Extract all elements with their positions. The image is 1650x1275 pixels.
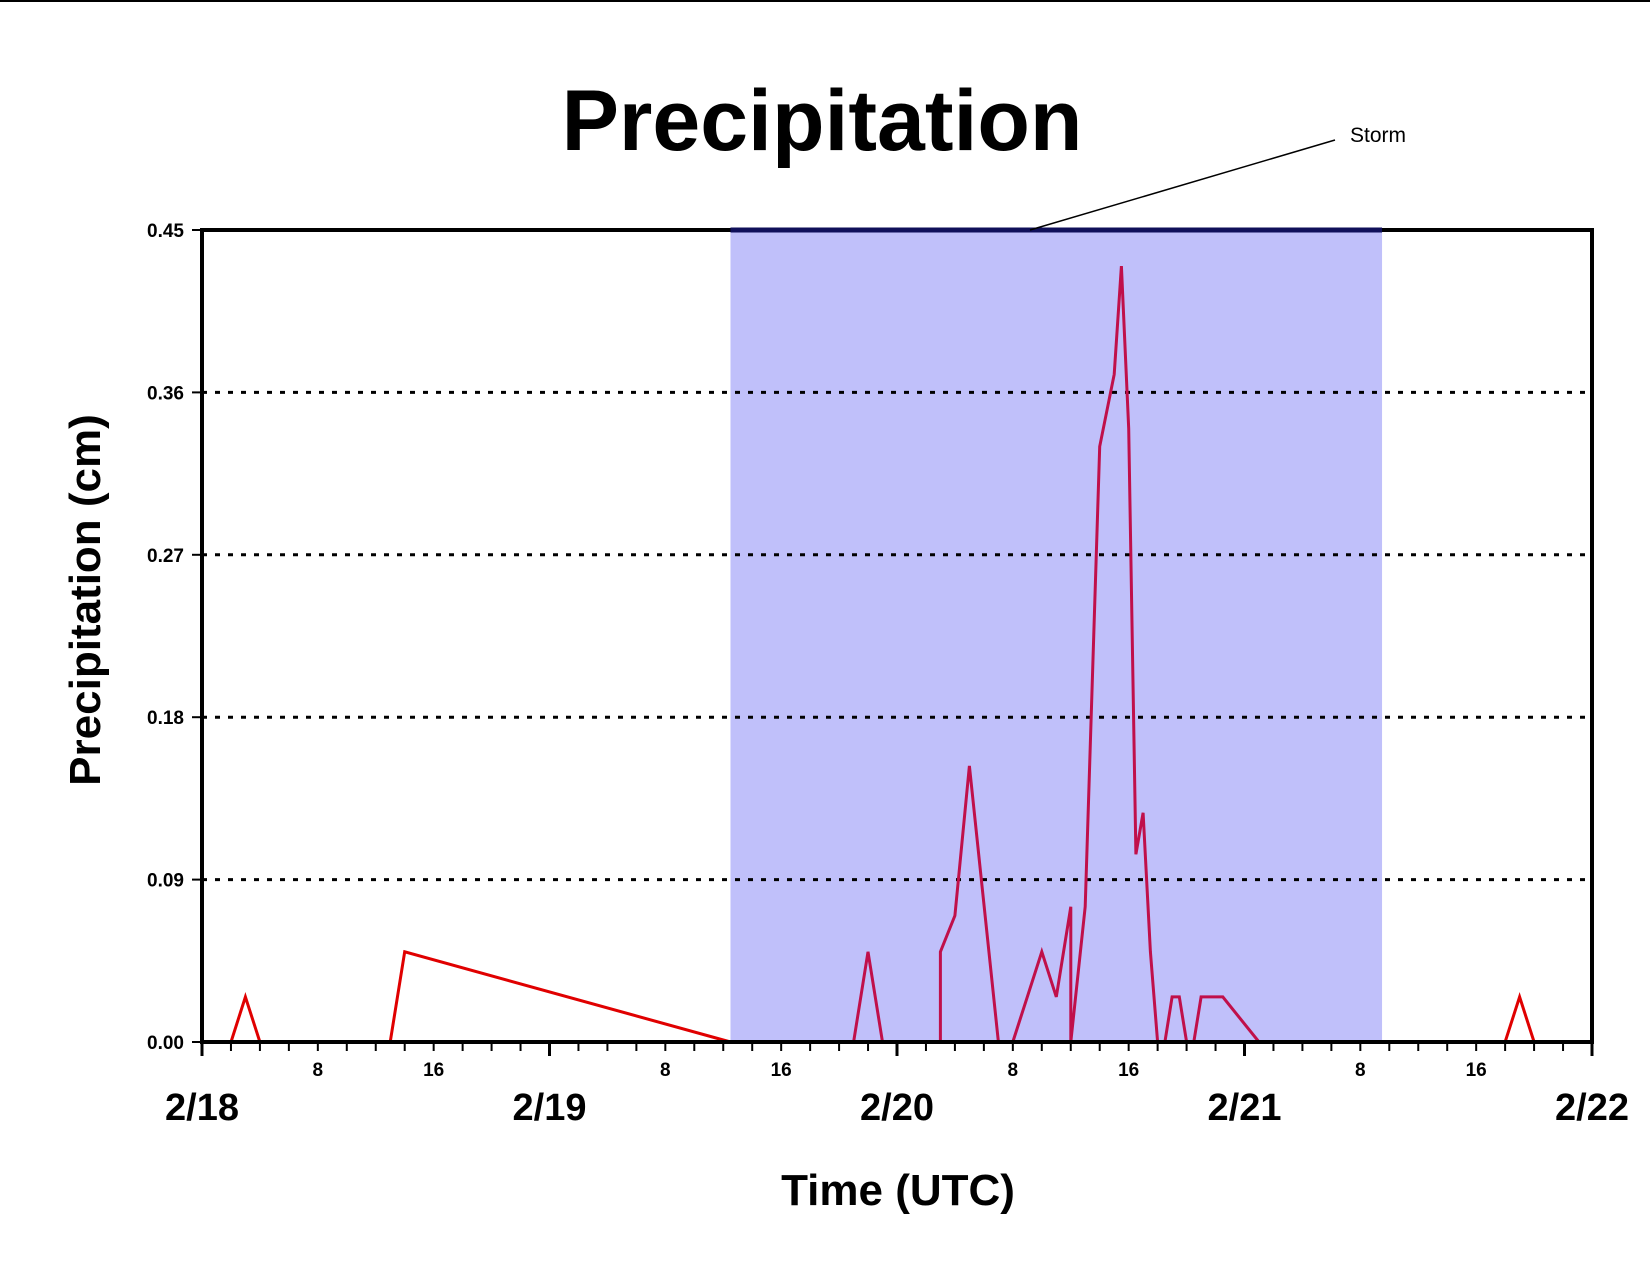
- chart-title: Precipitation: [562, 73, 1083, 169]
- x-hour-label: 8: [313, 1060, 324, 1081]
- x-hour-label: 16: [771, 1060, 792, 1081]
- storm-annotation-label: Storm: [1350, 124, 1406, 147]
- precipitation-series-line: [730, 266, 1383, 1044]
- x-day-label: 2/22: [1555, 1087, 1629, 1129]
- x-hour-label: 16: [1466, 1060, 1487, 1081]
- y-tick-label: 0.45: [147, 221, 184, 242]
- x-hour-label: 16: [1118, 1060, 1139, 1081]
- y-axis-label: Precipitation (cm): [61, 414, 110, 786]
- x-hour-label: 16: [423, 1060, 444, 1081]
- x-day-label: 2/18: [165, 1087, 239, 1129]
- y-tick-label: 0.27: [147, 546, 184, 567]
- storm-callout-line: [1029, 139, 1336, 231]
- precipitation-series-line: [1382, 991, 1592, 1044]
- x-hour-label: 8: [1355, 1060, 1366, 1081]
- x-hour-label: 8: [660, 1060, 671, 1081]
- y-tick-label: 0.00: [147, 1033, 184, 1054]
- x-day-label: 2/20: [860, 1087, 934, 1129]
- y-tick-label: 0.09: [147, 871, 184, 892]
- storm-shaded-region: [730, 230, 1383, 1042]
- x-axis-label: Time (UTC): [781, 1166, 1015, 1215]
- x-day-label: 2/21: [1208, 1087, 1282, 1129]
- precipitation-series-line: [202, 949, 731, 1044]
- x-hour-label: 8: [1008, 1060, 1019, 1081]
- y-tick-label: 0.36: [147, 383, 184, 404]
- x-day-label: 2/19: [513, 1087, 587, 1129]
- y-tick-label: 0.18: [147, 708, 184, 729]
- top-border-line: [0, 0, 1650, 2]
